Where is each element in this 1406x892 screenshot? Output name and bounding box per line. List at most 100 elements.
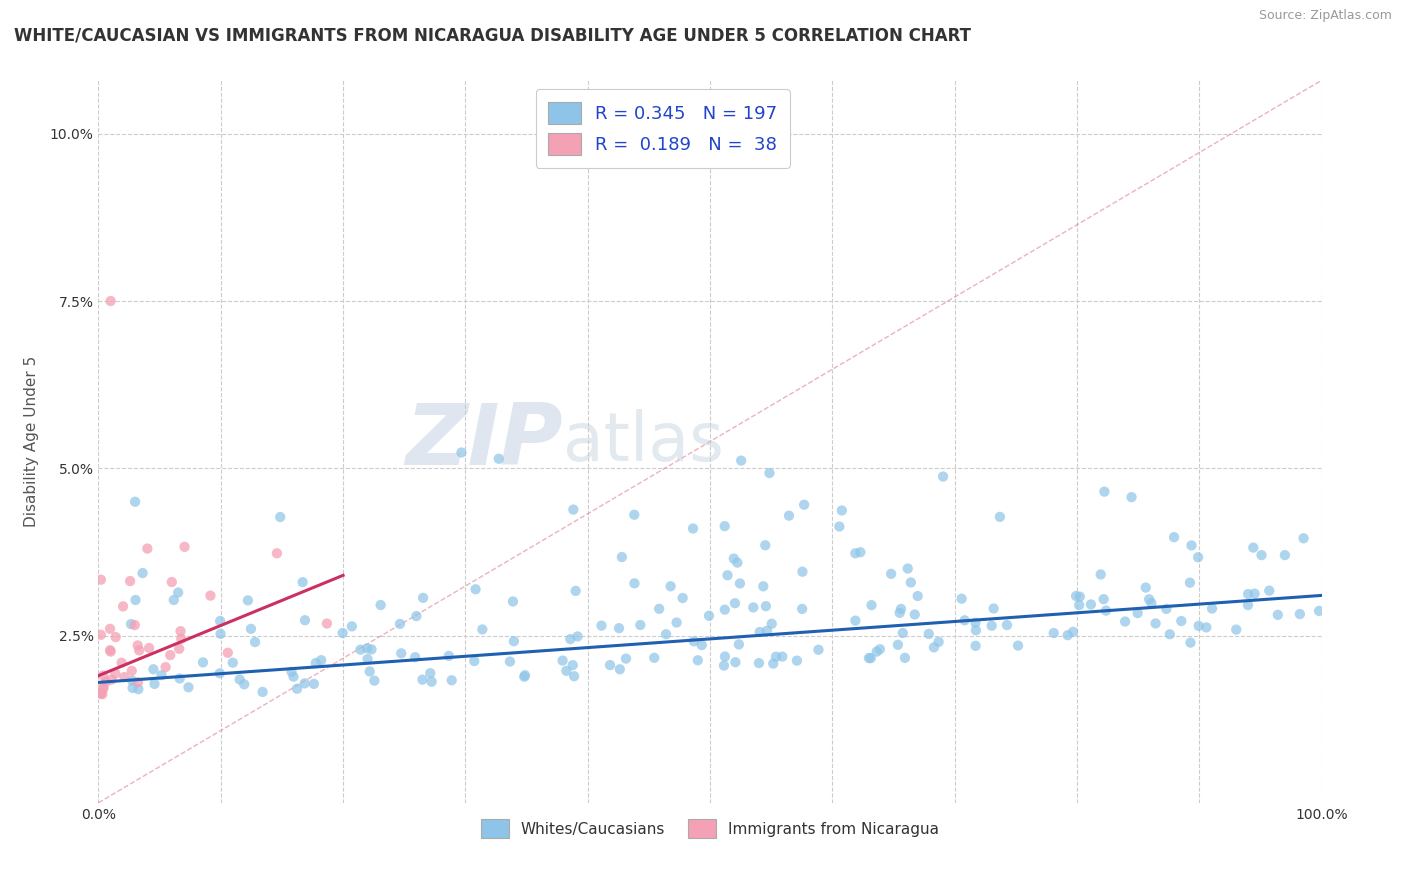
Point (243, 635, 266, 649)
Point (758, 466, 780, 480)
Point (124, 593, 146, 607)
Point (922, 640, 945, 655)
Point (860, 598, 883, 612)
Point (887, 638, 910, 652)
Point (983, 601, 1005, 615)
Point (98, 643, 121, 657)
Point (93, 681, 115, 696)
Point (100, 293, 122, 308)
Point (756, 624, 779, 638)
Point (513, 670, 536, 684)
Point (953, 613, 976, 627)
Point (104, 630, 127, 644)
Point (742, 600, 765, 615)
Point (728, 637, 751, 651)
Point (499, 655, 522, 669)
Point (599, 658, 621, 673)
Point (124, 494, 146, 508)
Point (91, 668, 114, 682)
Point (1056, 628, 1078, 642)
Point (138, 641, 160, 656)
Point (233, 677, 256, 691)
Point (1188, 619, 1211, 633)
Point (560, 632, 582, 646)
Point (356, 641, 378, 656)
Point (269, 510, 291, 524)
Point (217, 646, 239, 660)
Point (280, 665, 302, 679)
Point (411, 673, 433, 687)
Point (91, 680, 114, 694)
Point (724, 596, 747, 610)
Point (714, 602, 737, 616)
Point (995, 618, 1018, 632)
Text: atlas: atlas (564, 409, 724, 475)
Point (1156, 602, 1178, 616)
Point (754, 538, 776, 552)
Point (294, 613, 316, 627)
Point (1201, 601, 1223, 615)
Point (91, 687, 114, 701)
Point (607, 621, 630, 635)
Point (412, 591, 434, 605)
Point (142, 662, 165, 676)
Point (1114, 615, 1136, 629)
Point (866, 644, 889, 658)
Point (370, 598, 392, 612)
Point (177, 681, 200, 695)
Text: WHITE/CAUCASIAN VS IMMIGRANTS FROM NICARAGUA DISABILITY AGE UNDER 5 CORRELATION : WHITE/CAUCASIAN VS IMMIGRANTS FROM NICAR… (14, 27, 972, 45)
Point (555, 664, 578, 678)
Point (285, 681, 308, 696)
Point (450, 445, 472, 459)
Point (405, 609, 427, 624)
Point (1292, 531, 1315, 545)
Point (748, 656, 770, 670)
Point (169, 624, 191, 639)
Point (437, 648, 460, 663)
Point (440, 673, 463, 688)
Point (283, 670, 305, 684)
Point (167, 641, 190, 656)
Text: Source: ZipAtlas.com: Source: ZipAtlas.com (1258, 9, 1392, 22)
Point (127, 639, 149, 653)
Point (1090, 567, 1112, 582)
Point (918, 627, 941, 641)
Point (1069, 590, 1091, 604)
Point (894, 650, 917, 665)
Point (831, 503, 853, 517)
Point (419, 666, 441, 681)
Legend: Whites/Caucasians, Immigrants from Nicaragua: Whites/Caucasians, Immigrants from Nicar… (474, 812, 946, 846)
Point (309, 653, 332, 667)
Point (1180, 635, 1202, 649)
Point (659, 579, 682, 593)
Point (209, 614, 232, 628)
Point (786, 654, 808, 668)
Point (1258, 583, 1281, 598)
Point (340, 619, 363, 633)
Point (655, 627, 678, 641)
Point (713, 519, 735, 533)
Point (159, 648, 181, 662)
Point (98, 622, 121, 636)
Point (356, 652, 378, 666)
Point (121, 681, 143, 695)
Point (90, 573, 112, 587)
Point (316, 616, 339, 631)
Point (332, 626, 354, 640)
Point (208, 666, 231, 681)
Point (471, 623, 494, 637)
Point (1267, 607, 1289, 622)
Point (1163, 530, 1185, 544)
Point (1144, 616, 1167, 631)
Point (163, 593, 186, 607)
Point (305, 656, 328, 670)
Point (360, 642, 382, 657)
Point (110, 656, 132, 670)
Point (121, 673, 143, 688)
Point (793, 498, 815, 512)
Point (1274, 548, 1296, 562)
Point (765, 649, 787, 664)
Point (513, 668, 536, 682)
Point (716, 568, 738, 582)
Point (236, 593, 259, 607)
